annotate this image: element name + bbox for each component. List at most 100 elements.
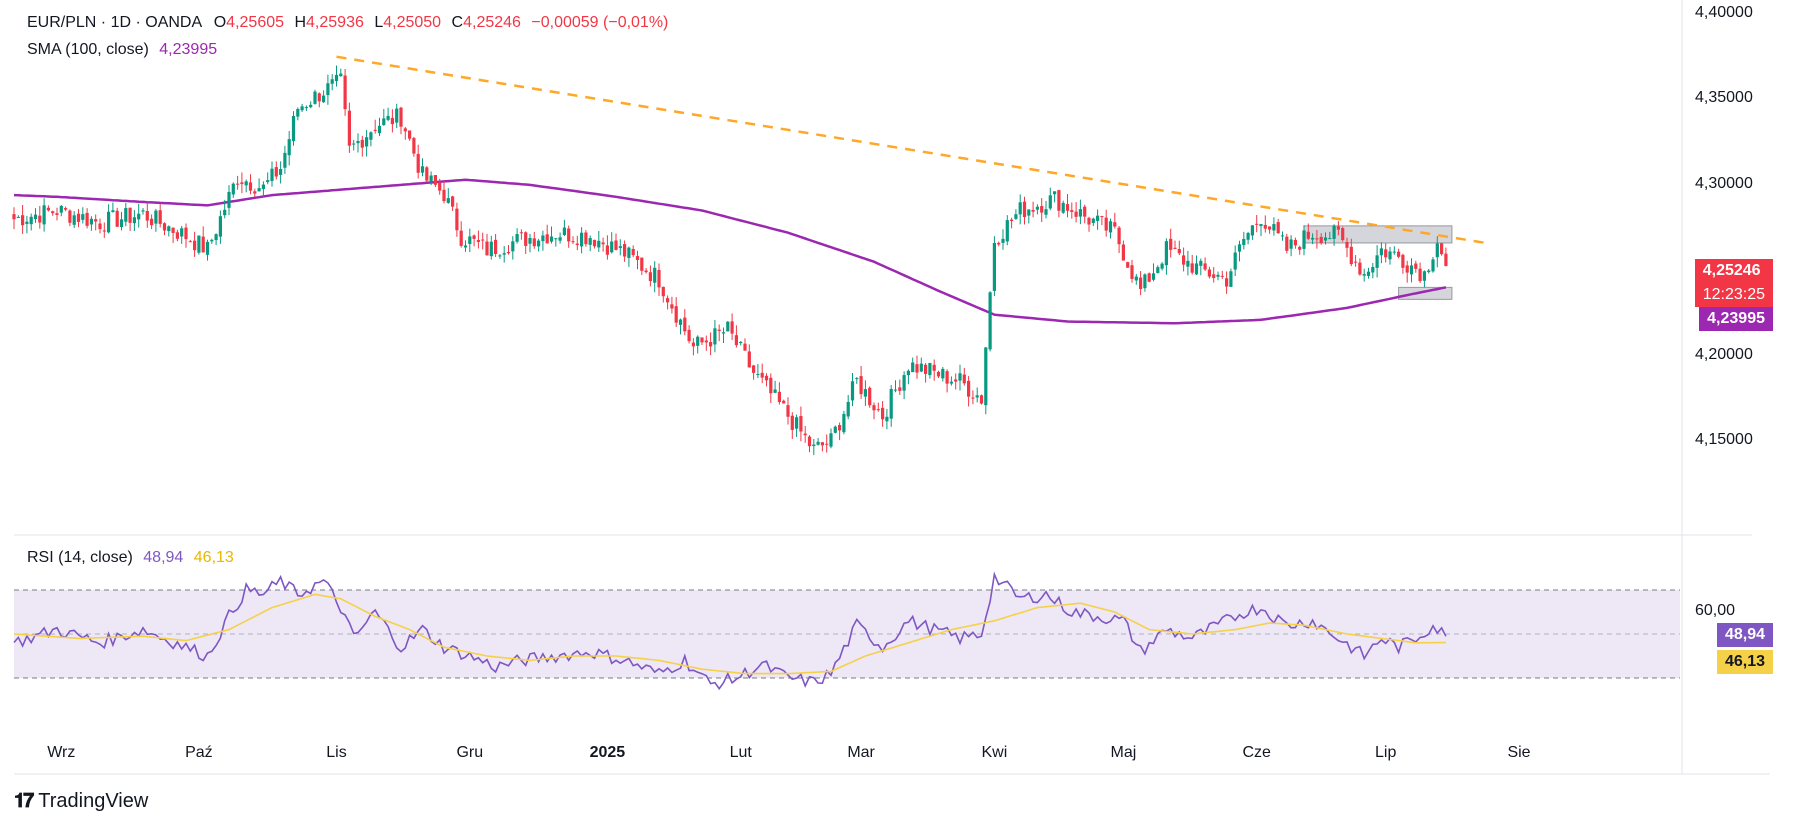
- grid-layer: [14, 0, 1770, 775]
- candle: [859, 376, 863, 395]
- candle: [1014, 214, 1018, 219]
- open-label: O: [213, 14, 227, 31]
- sma-label: SMA (100, close): [27, 41, 149, 58]
- candle: [906, 370, 910, 376]
- candle: [377, 125, 382, 134]
- candle: [38, 215, 42, 223]
- candle: [786, 405, 790, 417]
- candle: [399, 107, 403, 127]
- candle: [59, 205, 63, 213]
- candle: [322, 95, 326, 103]
- candle: [1117, 227, 1121, 245]
- candle: [1044, 209, 1048, 215]
- candle: [1371, 267, 1375, 273]
- candle: [339, 73, 343, 77]
- candle: [1362, 274, 1366, 276]
- candle: [416, 153, 420, 173]
- candle: [511, 241, 515, 252]
- sma-legend[interactable]: SMA (100, close) 4,23995: [27, 41, 217, 59]
- candle: [1173, 247, 1177, 249]
- rsi-layer: [13, 571, 1680, 691]
- candle: [184, 227, 188, 240]
- candle: [812, 444, 816, 447]
- candle: [945, 371, 949, 384]
- candle: [51, 211, 55, 214]
- candle: [1134, 276, 1138, 281]
- rsi-legend-value: 48,94: [143, 549, 184, 566]
- candle: [1108, 221, 1113, 233]
- candle: [1311, 237, 1315, 240]
- time-tick-label: Paź: [185, 744, 213, 761]
- candle: [863, 389, 867, 397]
- candle: [1358, 262, 1362, 275]
- candle: [1280, 235, 1285, 237]
- candle: [137, 213, 141, 220]
- candle: [911, 362, 915, 373]
- candle: [412, 138, 416, 154]
- trend-layer: [336, 55, 1487, 245]
- candle: [481, 239, 485, 241]
- candle: [558, 237, 562, 241]
- rsi-legend[interactable]: RSI (14, close) 48,94 46,13: [27, 549, 234, 567]
- candle: [1397, 251, 1401, 257]
- candle: [1302, 230, 1306, 249]
- candle: [42, 205, 46, 225]
- candle: [730, 321, 734, 334]
- candle: [958, 373, 962, 381]
- candle: [167, 226, 171, 232]
- candle: [403, 128, 407, 132]
- candle: [1113, 222, 1117, 227]
- candle: [752, 365, 756, 373]
- candle: [309, 104, 313, 108]
- rsi-ma-line: [13, 593, 1446, 675]
- candle: [1414, 263, 1418, 269]
- candle: [498, 255, 502, 257]
- symbol-label[interactable]: EUR/PLN · 1D · OANDA: [27, 14, 202, 31]
- candle: [150, 218, 154, 226]
- candle: [704, 340, 708, 343]
- candle: [1285, 236, 1289, 251]
- candle: [1053, 191, 1057, 195]
- candle: [1418, 268, 1422, 282]
- candle: [1048, 195, 1052, 209]
- candle: [1194, 263, 1199, 275]
- candle: [1057, 190, 1061, 211]
- candle: [666, 298, 670, 303]
- tradingview-logo-icon: 𝟏𝟕: [14, 790, 34, 812]
- candle: [1289, 239, 1293, 249]
- candle: [476, 240, 480, 242]
- candle: [872, 405, 876, 411]
- candle: [1349, 246, 1353, 265]
- price-tick-label: 4,35000: [1695, 89, 1753, 107]
- candle: [356, 141, 360, 144]
- candle: [55, 213, 59, 215]
- candle: [640, 257, 644, 271]
- time-tick-label: Wrz: [47, 744, 76, 761]
- candle: [89, 218, 93, 225]
- candle: [1440, 243, 1444, 255]
- candle: [1328, 238, 1332, 240]
- candle: [592, 239, 597, 247]
- candle: [936, 371, 941, 377]
- tradingview-logo[interactable]: 𝟏𝟕 TradingView: [14, 790, 148, 813]
- candle: [1104, 217, 1108, 231]
- candle: [175, 232, 179, 239]
- candle: [584, 232, 588, 245]
- candle: [614, 240, 618, 250]
- sr-zone-2: [1398, 286, 1453, 300]
- candle: [1207, 269, 1211, 277]
- candle: [446, 198, 450, 203]
- candle: [438, 182, 442, 191]
- candle: [46, 207, 50, 211]
- candle: [188, 241, 192, 243]
- candle: [1323, 237, 1328, 241]
- change-value: −0,00059 (−0,01%): [531, 14, 669, 31]
- candle: [1306, 231, 1310, 239]
- candle: [881, 407, 885, 420]
- candle: [1392, 251, 1396, 253]
- candle: [997, 242, 1001, 245]
- candle: [1035, 206, 1039, 210]
- candle: [1259, 224, 1263, 227]
- candle: [816, 441, 820, 445]
